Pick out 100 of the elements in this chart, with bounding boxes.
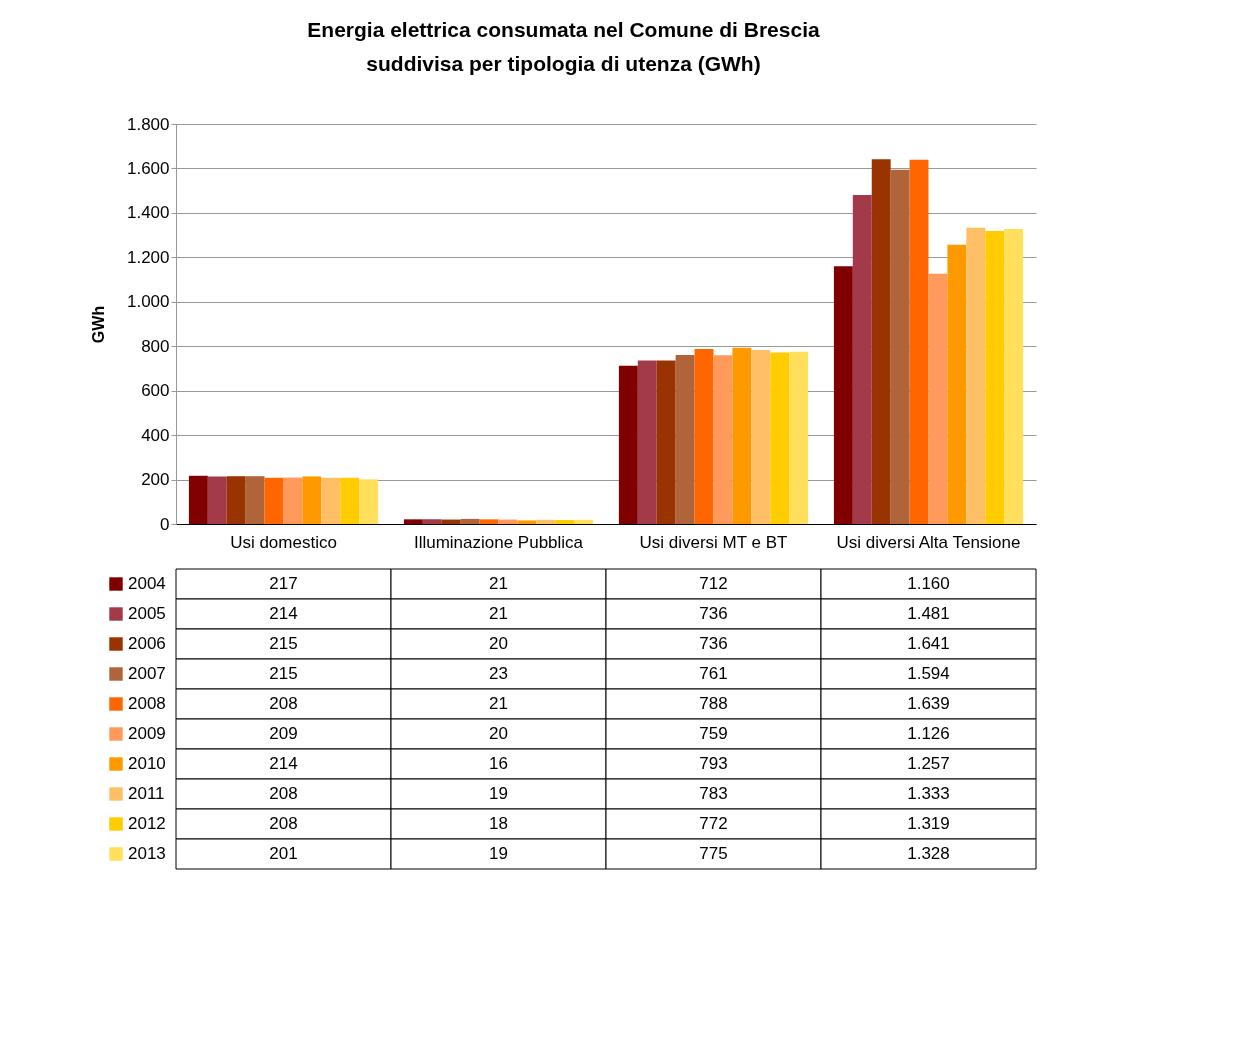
- bar: [928, 273, 948, 524]
- bar: [422, 519, 442, 524]
- bar: [536, 519, 556, 524]
- data-label: 16: [489, 754, 508, 773]
- data-label: 19: [489, 784, 508, 803]
- bar: [675, 354, 695, 524]
- bar: [245, 476, 265, 524]
- bar: [694, 348, 714, 524]
- legend-label: 2008: [128, 694, 166, 713]
- bar: [264, 477, 284, 524]
- bar: [985, 230, 1005, 524]
- legend-label: 2009: [128, 724, 166, 743]
- bar: [713, 355, 733, 524]
- y-tick-label: 1.800: [126, 114, 170, 134]
- bar: [302, 476, 322, 524]
- data-label: 759: [699, 724, 728, 743]
- bar: [479, 519, 499, 524]
- data-label: 217: [269, 574, 298, 593]
- bar: [833, 266, 853, 524]
- y-tick-label: 1.200: [126, 247, 170, 267]
- data-label: 21: [489, 604, 508, 623]
- data-label: 1.641: [907, 634, 950, 653]
- data-label: 793: [699, 754, 728, 773]
- legend-label: 2004: [128, 574, 166, 593]
- data-label: 775: [699, 844, 728, 863]
- bar: [403, 519, 423, 524]
- y-tick-label: 1.400: [126, 203, 170, 223]
- data-label: 712: [699, 574, 728, 593]
- data-label: 736: [699, 604, 728, 623]
- bar: [909, 159, 929, 524]
- data-label: 788: [699, 694, 728, 713]
- data-label: 1.160: [907, 574, 950, 593]
- bar: [890, 169, 910, 524]
- legend-label: 2010: [128, 754, 166, 773]
- x-tick-label: Usi domestico: [230, 532, 337, 552]
- data-label: 1.319: [907, 814, 950, 833]
- data-label: 18: [489, 814, 508, 833]
- y-tick-label: 0: [160, 514, 170, 534]
- legend-label: 2005: [128, 604, 166, 623]
- bar: [517, 520, 537, 524]
- x-tick-label: Usi diversi MT e BT: [639, 532, 788, 552]
- data-label: 214: [269, 604, 298, 623]
- data-label: 20: [489, 634, 508, 653]
- bar: [732, 347, 752, 524]
- bar: [770, 352, 790, 524]
- bar: [656, 360, 676, 524]
- bar: [340, 477, 360, 524]
- data-label: 19: [489, 844, 508, 863]
- data-label: 208: [269, 694, 298, 713]
- data-label: 208: [269, 814, 298, 833]
- bar: [618, 365, 638, 524]
- bar: [966, 227, 986, 524]
- data-label: 20: [489, 724, 508, 743]
- data-label: 1.594: [907, 664, 950, 683]
- bar: [460, 518, 480, 524]
- bar: [637, 360, 657, 524]
- bar: [321, 477, 341, 524]
- bar: [441, 519, 461, 524]
- y-tick-label: 1.600: [126, 158, 170, 178]
- bar: [226, 476, 246, 524]
- data-label: 1.639: [907, 694, 950, 713]
- data-label: 1.333: [907, 784, 950, 803]
- bar: [188, 475, 208, 524]
- data-label: 214: [269, 754, 298, 773]
- data-label: 215: [269, 664, 298, 683]
- data-label: 201: [269, 844, 298, 863]
- bar: [359, 479, 379, 524]
- bar: [555, 520, 575, 524]
- data-label: 23: [489, 664, 508, 683]
- bar: [947, 244, 967, 524]
- bar: [1004, 228, 1024, 524]
- y-tick-label: 600: [141, 381, 170, 401]
- y-tick-label: 400: [141, 425, 170, 445]
- bar: [789, 351, 809, 524]
- bar: [852, 194, 872, 524]
- data-label: 215: [269, 634, 298, 653]
- data-label: 1.126: [907, 724, 950, 743]
- data-label: 783: [699, 784, 728, 803]
- chart-title: Energia elettrica consumata nel Comune di Brescia suddivisa per tipologia di utenza (GWh): [307, 18, 820, 75]
- y-tick-label: 200: [141, 470, 170, 490]
- bar: [751, 350, 771, 524]
- y-tick-label: 1.000: [126, 292, 170, 312]
- data-label: 1.481: [907, 604, 950, 623]
- data-label: 21: [489, 694, 508, 713]
- bar: [207, 476, 227, 524]
- bar: [574, 519, 594, 524]
- legend-label: 2012: [128, 814, 166, 833]
- legend-label: 2011: [128, 784, 165, 803]
- data-label: 209: [269, 724, 298, 743]
- y-tick-label: 800: [141, 336, 170, 356]
- legend-label: 2006: [128, 634, 166, 653]
- data-label: 21: [489, 574, 508, 593]
- x-tick-label: Usi diversi Alta Tensione: [836, 532, 1021, 552]
- data-label: 772: [699, 814, 728, 833]
- x-tick-label: Illuminazione Pubblica: [413, 532, 584, 552]
- data-label: 761: [699, 664, 728, 683]
- data-label: 1.328: [907, 844, 950, 863]
- bar: [871, 159, 891, 524]
- data-label: 208: [269, 784, 298, 803]
- bar: [283, 477, 303, 524]
